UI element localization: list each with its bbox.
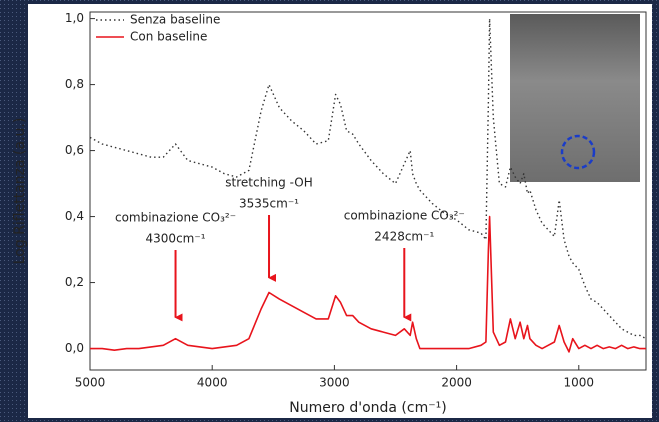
plot-frame <box>89 11 647 371</box>
highlight-circle <box>560 134 596 170</box>
photo <box>510 14 640 182</box>
series-line <box>89 17 647 340</box>
y-tick-label: 0,2 <box>65 275 84 289</box>
y-tick-label: 0,0 <box>65 341 84 355</box>
legend-label: Con baseline <box>130 30 207 44</box>
series-line <box>90 215 646 353</box>
x-tick-label: 4000 <box>197 376 228 390</box>
annotation-label: 4300cm⁻¹ <box>146 232 206 246</box>
inset-photo <box>510 14 640 182</box>
annotation-text: combinazione CO₃²⁻ <box>344 209 465 223</box>
annotation-text: stretching -OH <box>225 176 312 190</box>
y-tick-label: 0,4 <box>65 209 84 223</box>
y-tick-label: 0,6 <box>65 143 84 157</box>
x-tick-label: 3000 <box>319 376 350 390</box>
y-tick-label: 0,8 <box>65 77 84 91</box>
legend-label: Senza baseline <box>130 13 220 27</box>
y-tick-label: 1,0 <box>65 11 84 25</box>
x-tick-label: 2000 <box>441 376 472 390</box>
x-axis-title: Numero d'onda (cm⁻¹) <box>289 400 446 416</box>
annotation-text: combinazione CO₃²⁻ <box>115 211 236 225</box>
x-tick-label: 5000 <box>75 376 106 390</box>
annotation-label: 2428cm⁻¹ <box>374 230 434 244</box>
annotation-label: 3535cm⁻¹ <box>239 197 299 211</box>
y-axis-title: Log Riflettanza (a.u.) <box>12 118 28 265</box>
x-tick-label: 1000 <box>564 376 595 390</box>
